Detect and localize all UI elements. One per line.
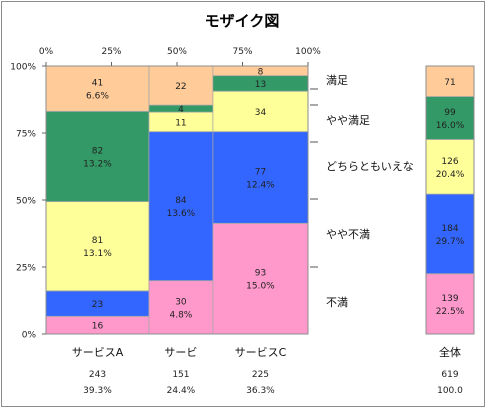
- cell-count-label: 23: [92, 300, 103, 310]
- overall-count-label: 139: [441, 294, 458, 304]
- category-label: サービスC: [235, 346, 287, 359]
- cell-count-label: 11: [175, 118, 186, 128]
- cell-count-label: 13: [255, 80, 266, 90]
- cell-percent-label: 12.4%: [246, 180, 275, 190]
- cell-percent-label: 6.6%: [86, 92, 109, 102]
- mosaic-cell-3-1: [212, 222, 309, 335]
- overall-cell-2: [425, 193, 475, 275]
- cell-count-label: 8: [258, 67, 264, 77]
- chart-title: モザイク図: [204, 12, 280, 30]
- overall-percent-label: 16.0%: [436, 121, 465, 131]
- cell-count-label: 34: [255, 108, 267, 118]
- y-tick-label: 0%: [22, 331, 37, 341]
- cell-count-label: 30: [175, 297, 187, 307]
- mosaic-cell-1-3: [45, 201, 150, 292]
- mosaic-cell-2-5: [148, 65, 214, 106]
- category-total: 243: [89, 370, 106, 380]
- cell-count-label: 4: [178, 105, 184, 115]
- category-total: 151: [172, 370, 189, 380]
- cell-count-label: 22: [175, 82, 186, 92]
- cell-percent-label: 13.2%: [83, 159, 112, 169]
- x-tick-label: 100%: [295, 47, 321, 57]
- y-tick-label: 75%: [16, 130, 36, 140]
- legend-label: やや満足: [326, 114, 370, 127]
- cell-count-label: 77: [255, 167, 266, 177]
- overall-percent-label: 22.5%: [436, 307, 465, 317]
- overall-cell-3: [425, 139, 475, 195]
- y-tick-label: 50%: [16, 197, 36, 207]
- overall-label: 全体: [439, 345, 461, 359]
- overall-cell-5: [425, 65, 475, 97]
- legend-label: 不満: [326, 296, 348, 309]
- cell-count-label: 16: [92, 322, 104, 332]
- category-total: 225: [252, 370, 269, 380]
- mosaic-cell-1-5: [45, 65, 150, 112]
- x-tick-label: 50%: [167, 47, 187, 57]
- overall-count-label: 184: [441, 224, 458, 234]
- cell-count-label: 41: [92, 79, 103, 89]
- overall-border: [425, 65, 475, 335]
- category-label: サービスA: [72, 346, 124, 359]
- category-share: 24.4%: [167, 386, 196, 396]
- cell-count-label: 84: [175, 196, 187, 206]
- overall-total: 619: [441, 370, 458, 380]
- overall-percent-label: 20.4%: [436, 170, 465, 180]
- overall-count-label: 126: [441, 157, 458, 167]
- category-share: 36.3%: [246, 386, 275, 396]
- cell-percent-label: 13.6%: [167, 209, 196, 219]
- category-label: サービ: [164, 346, 197, 359]
- mosaic-cell-2-2: [148, 131, 214, 282]
- legend-label: どちらともいえな: [326, 160, 414, 173]
- x-tick-label: 25%: [101, 47, 121, 57]
- legend-label: 満足: [326, 74, 348, 87]
- overall-percent-label: 29.7%: [436, 237, 465, 247]
- cell-percent-label: 15.0%: [246, 282, 275, 292]
- mosaic-cell-3-2: [212, 131, 309, 224]
- category-share: 39.3%: [83, 386, 112, 396]
- y-tick-label: 100%: [10, 63, 36, 73]
- cell-percent-label: 13.1%: [83, 249, 112, 259]
- overall-count-label: 71: [444, 78, 455, 88]
- cell-count-label: 82: [92, 146, 103, 156]
- y-tick-label: 25%: [16, 264, 36, 274]
- overall-share: 100.0: [437, 386, 463, 396]
- legend-label: やや不満: [326, 228, 370, 241]
- x-tick-label: 75%: [232, 47, 252, 57]
- x-tick-label: 0%: [39, 47, 54, 57]
- cell-percent-label: 4.8%: [169, 310, 192, 320]
- cell-count-label: 81: [92, 236, 103, 246]
- cell-count-label: 93: [255, 269, 266, 279]
- overall-cell-1: [425, 273, 475, 335]
- mosaic-cell-1-4: [45, 110, 150, 203]
- overall-count-label: 99: [444, 108, 456, 118]
